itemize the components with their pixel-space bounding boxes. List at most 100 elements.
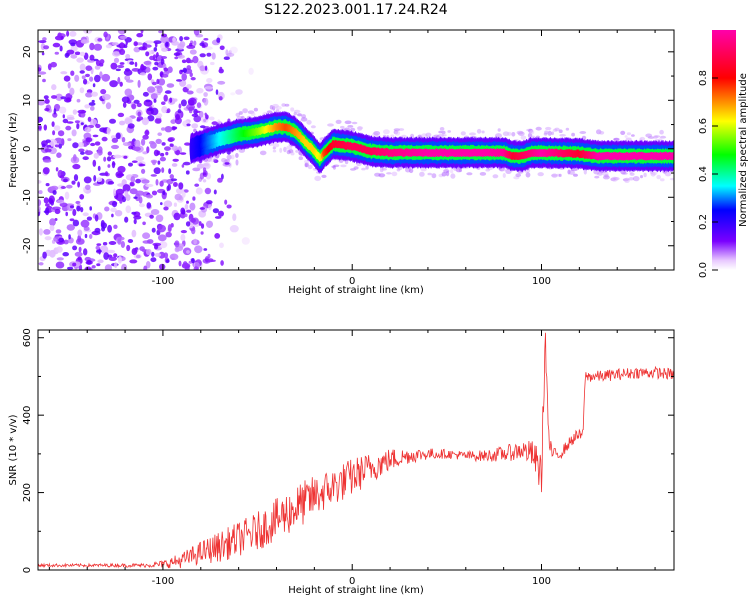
snr-x-ticks: -100 0 100 <box>48 330 656 587</box>
heatmap-cell <box>344 127 351 132</box>
heatmap-cell <box>180 233 186 242</box>
figure-title: S122.2023.001.17.24.R24 <box>264 2 447 18</box>
heatmap-cell <box>54 208 61 215</box>
heatmap-cell <box>163 200 173 208</box>
heatmap-cell <box>298 156 303 161</box>
heatmap-cell <box>497 128 501 132</box>
heatmap-cell <box>654 135 661 138</box>
heatmap-cell <box>226 52 235 57</box>
heatmap-cell <box>200 223 205 229</box>
heatmap-cell <box>378 173 386 178</box>
heatmap-cell <box>121 196 127 203</box>
heatmap-cell <box>122 102 127 108</box>
heatmap-cell <box>134 139 141 148</box>
heatmap-cell <box>232 213 237 221</box>
heatmap-cell <box>408 168 414 174</box>
heatmap-cell <box>520 135 527 140</box>
heatmap-cell <box>52 130 56 136</box>
heatmap-cell <box>186 44 196 49</box>
heatmap-cell <box>189 202 196 211</box>
heatmap-cell <box>393 128 401 132</box>
heatmap-cell <box>599 131 605 135</box>
heatmap-cell <box>49 218 56 227</box>
heatmap-cell <box>214 216 222 219</box>
heatmap-cell <box>145 40 154 44</box>
heatmap-cell <box>141 138 146 146</box>
heatmap-cell <box>210 259 216 262</box>
heatmap-cell <box>148 140 155 145</box>
heatmap-cell <box>48 147 57 155</box>
heatmap-cell <box>155 179 159 186</box>
heatmap-cell <box>174 240 180 248</box>
heatmap-cell <box>297 113 302 117</box>
heatmap-cell <box>173 202 177 207</box>
heatmap-cell <box>175 114 181 121</box>
heatmap-cell <box>165 231 172 238</box>
heatmap-cell <box>38 262 44 266</box>
heatmap-cell <box>184 203 189 210</box>
heatmap-cell <box>64 52 70 58</box>
heatmap-cell <box>141 179 150 184</box>
heatmap-cell <box>272 143 280 148</box>
heatmap-cell <box>65 211 68 217</box>
heatmap-cell <box>124 116 133 125</box>
snr-y-ticks: 0 200 400 600 <box>22 328 674 573</box>
heatmap-cell <box>656 174 661 180</box>
heatmap-cell <box>145 99 151 103</box>
heatmap-cell <box>44 148 52 153</box>
heatmap-cell <box>52 112 58 118</box>
heatmap-cell <box>159 180 164 187</box>
heatmap-cell <box>141 46 146 50</box>
heatmap-cell <box>44 107 50 112</box>
heatmap-cell <box>241 237 250 245</box>
heatmap-cell <box>106 156 112 162</box>
heatmap-cell <box>122 142 132 147</box>
heatmap-cell <box>89 234 93 239</box>
heatmap-cell <box>63 178 68 183</box>
heatmap-cell <box>163 206 169 211</box>
heatmap-cell <box>38 190 43 195</box>
heatmap-cell <box>79 194 85 200</box>
heatmap-cell <box>114 262 118 269</box>
snr-x-tick-label: 0 <box>349 576 355 587</box>
heatmap-cell <box>177 109 182 114</box>
heatmap-cell <box>160 202 163 206</box>
heatmap-cell <box>183 36 190 41</box>
heatmap-cell <box>659 135 667 139</box>
heatmap-cell <box>186 250 190 254</box>
heatmap-cell <box>73 174 79 182</box>
heatmap-cell <box>117 165 126 173</box>
heatmap-cell <box>137 111 142 117</box>
heatmap-cell <box>107 164 111 168</box>
heatmap-cell <box>189 72 193 78</box>
heatmap-cell <box>80 219 90 228</box>
heatmap-cell <box>38 67 42 72</box>
heatmap-cell <box>169 143 174 147</box>
heatmap-cell <box>535 135 540 139</box>
heatmap-cell <box>43 229 51 235</box>
heatmap-cell <box>153 54 156 59</box>
heatmap-cell <box>77 142 84 148</box>
heatmap-cell <box>218 92 224 97</box>
heatmap-cell <box>479 172 487 176</box>
heatmap-cell <box>624 135 628 138</box>
heatmap-cell <box>55 167 59 172</box>
heatmap-cell <box>125 54 131 59</box>
heatmap-cell <box>169 174 174 180</box>
heatmap-cell <box>224 162 230 165</box>
heatmap-cell <box>154 244 159 250</box>
heatmap-cell <box>545 126 552 131</box>
heatmap-cell <box>160 33 168 38</box>
heatmap-cell <box>581 135 587 140</box>
heatmap-cell <box>119 62 125 65</box>
heatmap-cell <box>112 154 122 159</box>
heatmap-cell <box>174 193 182 201</box>
heatmap-cell <box>551 174 557 177</box>
heatmap-cell <box>79 70 85 74</box>
heatmap-cell <box>554 127 560 132</box>
snr-panel: -100 0 100 0 200 400 600 Height of straight l… <box>8 328 675 596</box>
heatmap-cell <box>190 218 197 223</box>
heatmap-cell <box>52 42 61 48</box>
heatmap-cell <box>82 212 89 217</box>
heatmap-cell <box>91 265 96 269</box>
